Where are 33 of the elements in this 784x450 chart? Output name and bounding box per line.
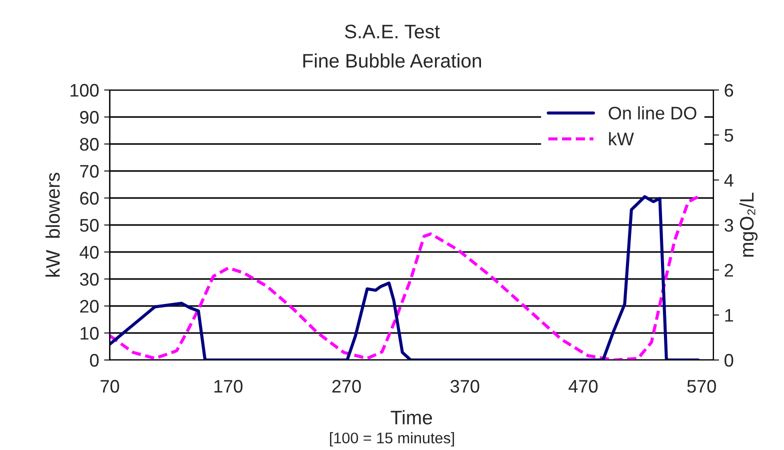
y2-tick-label: 1 (725, 309, 734, 322)
x-tick-label: 170 (214, 380, 242, 393)
y-tick-label: 90 (80, 110, 99, 124)
y-tick-label: 100 (70, 84, 99, 97)
x-axis-title: Time (390, 410, 432, 424)
x-tick-label: 270 (332, 380, 361, 393)
y2-tick-label: 4 (724, 174, 734, 187)
text: [100 = 15 minutes] (330, 432, 454, 446)
y2-tick-label: 0 (724, 354, 734, 367)
x-tick-label: 70 (100, 380, 120, 393)
y-tick-label: 10 (80, 326, 99, 340)
x-tick-label: 570 (687, 380, 716, 393)
y-tick-label: 30 (80, 272, 99, 286)
y2-tick-label: 3 (724, 218, 734, 232)
legend-label: kW (609, 132, 634, 146)
y-tick-label: 70 (80, 164, 99, 178)
y-tick-label: 50 (80, 218, 99, 232)
y2-tick-label: 6 (724, 84, 734, 97)
y-tick-label: 80 (80, 138, 99, 151)
y2-axis-title: mgO₂/L (739, 192, 758, 257)
line-series (110, 195, 700, 360)
y2-tick-label: 2 (724, 264, 733, 277)
y-tick-label: 60 (80, 192, 99, 205)
chart-title: S.A.E. Test (344, 24, 440, 38)
x-tick-label: 370 (450, 380, 480, 393)
y-axis-title: kW blowers (46, 172, 60, 277)
y-tick-label: 20 (80, 300, 99, 313)
y-tick-label: 40 (80, 246, 99, 259)
y2-tick-label: 5 (724, 129, 734, 142)
chart-subtitle: Fine Bubble Aeration (303, 53, 482, 68)
legend-label: On line DO (608, 106, 696, 120)
y-tick-label: 0 (90, 354, 99, 367)
x-tick-label: 470 (568, 380, 598, 393)
